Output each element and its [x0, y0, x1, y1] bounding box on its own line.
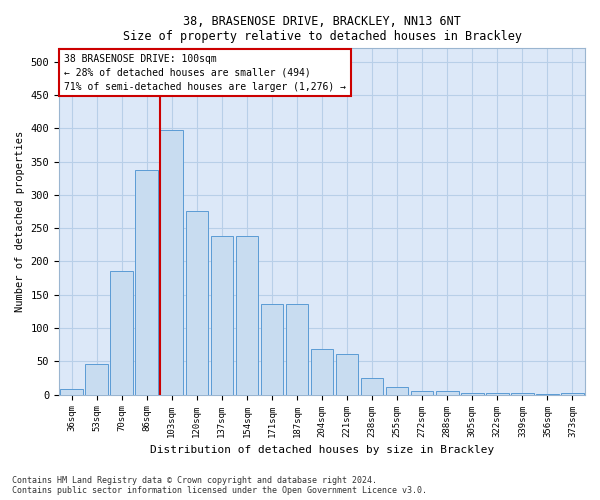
Bar [211, 236, 233, 394]
Bar [60, 390, 83, 394]
Bar [386, 388, 409, 394]
Bar [486, 392, 509, 394]
Bar [311, 348, 333, 395]
Text: 38 BRASENOSE DRIVE: 100sqm
← 28% of detached houses are smaller (494)
71% of sem: 38 BRASENOSE DRIVE: 100sqm ← 28% of deta… [64, 54, 346, 92]
Bar [136, 170, 158, 394]
Bar [511, 392, 533, 394]
Title: 38, BRASENOSE DRIVE, BRACKLEY, NN13 6NT
Size of property relative to detached ho: 38, BRASENOSE DRIVE, BRACKLEY, NN13 6NT … [122, 15, 521, 43]
Bar [361, 378, 383, 394]
Bar [85, 364, 108, 394]
Y-axis label: Number of detached properties: Number of detached properties [15, 131, 25, 312]
Text: Contains HM Land Registry data © Crown copyright and database right 2024.
Contai: Contains HM Land Registry data © Crown c… [12, 476, 427, 495]
Bar [185, 211, 208, 394]
Bar [436, 392, 458, 394]
Bar [561, 392, 584, 394]
Bar [260, 304, 283, 394]
Bar [461, 392, 484, 394]
Bar [110, 272, 133, 394]
X-axis label: Distribution of detached houses by size in Brackley: Distribution of detached houses by size … [150, 445, 494, 455]
Bar [160, 130, 183, 394]
Bar [411, 390, 433, 394]
Bar [286, 304, 308, 394]
Bar [336, 354, 358, 395]
Bar [236, 236, 258, 394]
